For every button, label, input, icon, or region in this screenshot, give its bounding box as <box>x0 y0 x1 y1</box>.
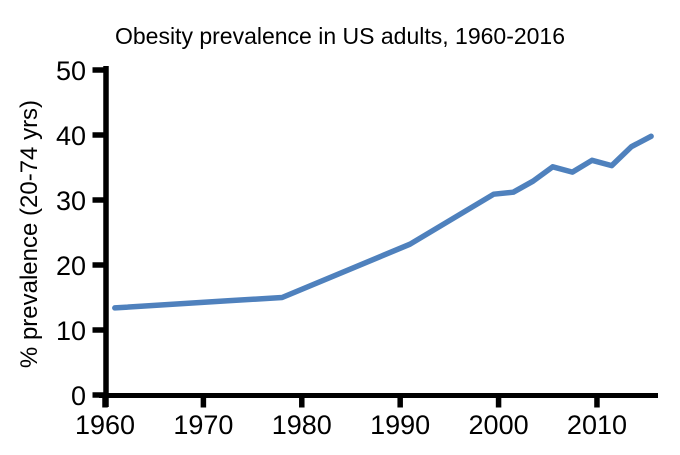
x-tick-label: 1970 <box>173 410 233 440</box>
y-tick-label: 40 <box>56 121 86 151</box>
prevalence-line <box>112 133 654 311</box>
x-tick-label: 2000 <box>469 410 529 440</box>
y-tick-label: 0 <box>71 381 86 411</box>
x-tick-label: 2010 <box>567 410 627 440</box>
x-tick-label: 1980 <box>272 410 332 440</box>
y-tick-label: 30 <box>56 186 86 216</box>
x-tick-label: 1990 <box>370 410 430 440</box>
y-tick-label: 10 <box>56 316 86 346</box>
y-tick-label: 50 <box>56 56 86 86</box>
x-tick-label: 1960 <box>75 410 135 440</box>
chart-title: Obesity prevalence in US adults, 1960-20… <box>114 23 566 49</box>
y-tick-label: 20 <box>56 251 86 281</box>
